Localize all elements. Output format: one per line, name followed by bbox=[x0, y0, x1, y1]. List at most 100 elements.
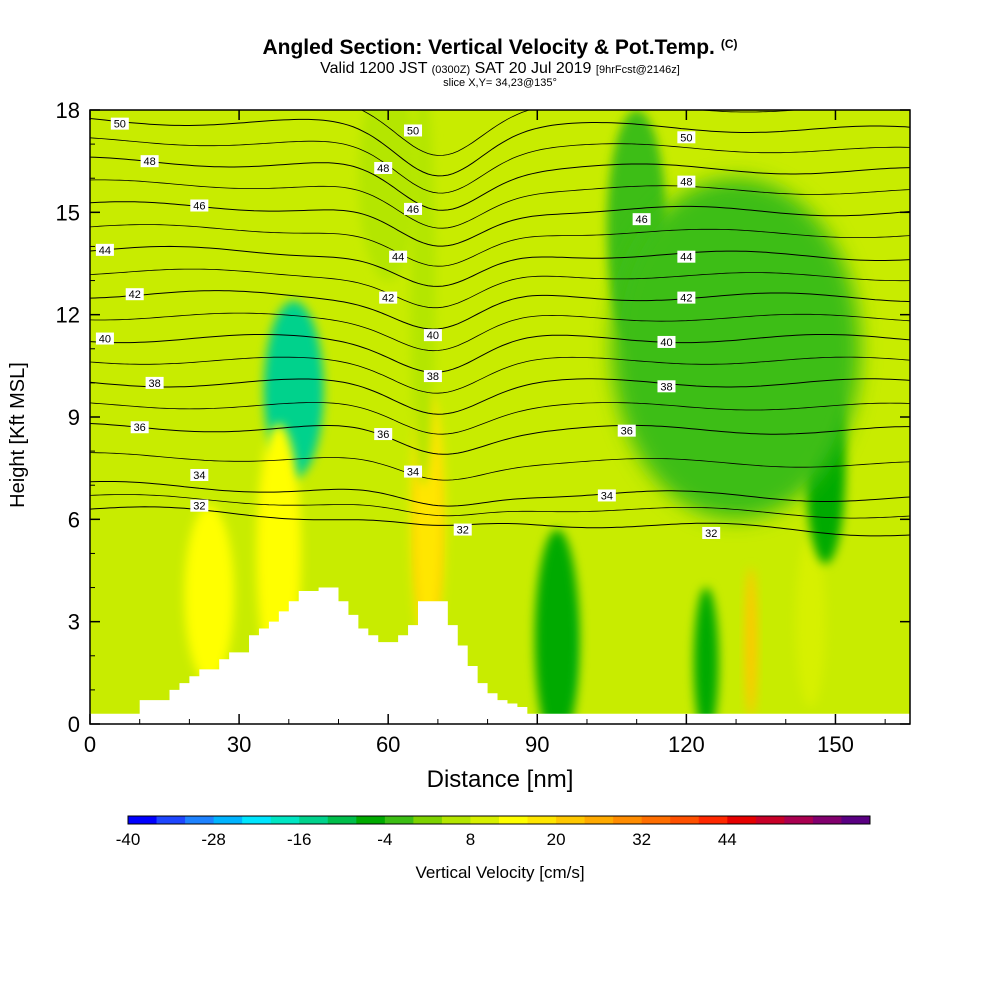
svg-text:34: 34 bbox=[193, 470, 205, 482]
x-tick-label: 120 bbox=[668, 732, 705, 757]
colorbar-swatch bbox=[384, 816, 414, 824]
colorbar-swatch bbox=[185, 816, 215, 824]
colorbar-swatch bbox=[812, 816, 842, 824]
colorbar-swatch bbox=[441, 816, 471, 824]
svg-text:34: 34 bbox=[601, 490, 613, 502]
isentropes bbox=[90, 110, 910, 537]
y-tick-label: 9 bbox=[68, 405, 80, 430]
x-tick-label: 30 bbox=[227, 732, 251, 757]
isentrope-label: 34 bbox=[597, 489, 616, 502]
isentrope-label: 40 bbox=[423, 329, 442, 342]
svg-text:40: 40 bbox=[427, 330, 439, 342]
svg-text:44: 44 bbox=[680, 252, 692, 264]
colorbar-swatch bbox=[613, 816, 643, 824]
isentrope-label: 50 bbox=[404, 124, 423, 137]
velocity-feature bbox=[795, 536, 826, 707]
isentrope-label: 36 bbox=[617, 424, 636, 438]
velocity-feature bbox=[611, 178, 861, 520]
isentrope-line bbox=[90, 494, 910, 519]
x-tick-label: 150 bbox=[817, 732, 854, 757]
colorbar-swatch bbox=[499, 816, 529, 824]
svg-text:44: 44 bbox=[392, 252, 404, 264]
velocity-feature bbox=[534, 529, 580, 724]
isentrope-label: 32 bbox=[190, 499, 209, 513]
svg-text:32: 32 bbox=[457, 525, 469, 537]
svg-text:40: 40 bbox=[660, 337, 672, 349]
isentrope-line bbox=[90, 137, 910, 194]
colorbar-swatch bbox=[784, 816, 814, 824]
isentrope-label: 48 bbox=[677, 175, 696, 189]
isentrope-line bbox=[90, 201, 910, 247]
svg-text:36: 36 bbox=[377, 429, 389, 441]
colorbar-tick-label: -4 bbox=[377, 830, 392, 849]
isentrope-line bbox=[90, 179, 910, 229]
colorbar-swatch bbox=[641, 816, 671, 824]
y-tick-label: 15 bbox=[56, 200, 80, 225]
colorbar-swatch bbox=[670, 816, 700, 824]
colorbar-tick-label: 8 bbox=[466, 830, 475, 849]
chart-title: Angled Section: Vertical Velocity & Pot.… bbox=[262, 36, 738, 59]
colorbar-swatch bbox=[527, 816, 557, 824]
svg-text:38: 38 bbox=[427, 371, 439, 383]
colorbar-swatch bbox=[156, 816, 186, 824]
colorbar-swatch bbox=[841, 816, 871, 824]
isentrope-label: 46 bbox=[404, 202, 423, 216]
velocity-feature bbox=[358, 110, 418, 281]
y-tick-label: 6 bbox=[68, 507, 80, 532]
terrain bbox=[90, 587, 910, 724]
colorbar-tick-label: 44 bbox=[718, 830, 737, 849]
colorbar-swatch bbox=[242, 816, 272, 824]
isentrope-label: 44 bbox=[677, 250, 696, 264]
colorbar-swatch bbox=[128, 816, 158, 824]
isentrope-label: 32 bbox=[702, 526, 721, 540]
colorbar-tick-label: -40 bbox=[116, 830, 141, 849]
velocity-feature bbox=[693, 587, 719, 724]
isentrope-label: 40 bbox=[657, 335, 676, 349]
colorbar-swatch bbox=[413, 816, 443, 824]
isentrope-label: 38 bbox=[423, 370, 442, 383]
isentrope-line bbox=[90, 156, 910, 211]
svg-text:42: 42 bbox=[382, 293, 394, 305]
isentrope-line bbox=[90, 334, 910, 373]
y-axis-label: Height [Kft MSL] bbox=[7, 362, 29, 508]
isentrope-line bbox=[90, 224, 910, 267]
colorbar-tick-label: 20 bbox=[547, 830, 566, 849]
colorbar-swatch bbox=[584, 816, 614, 824]
colorbar-swatch bbox=[213, 816, 243, 824]
copyright-mark: (C) bbox=[720, 37, 738, 51]
isentrope-line bbox=[90, 312, 910, 352]
colorbar: -40 -28 -16 -4 8 20 32 44 bbox=[116, 815, 871, 849]
colorbar-swatch bbox=[698, 816, 728, 824]
isentrope-label: 34 bbox=[404, 465, 423, 479]
colorbar-swatch bbox=[727, 816, 757, 824]
valid-utc: (0300Z) bbox=[431, 64, 471, 76]
isentrope-line bbox=[360, 110, 801, 156]
velocity-feature bbox=[745, 567, 757, 718]
colorbar-tick-label: 32 bbox=[632, 830, 651, 849]
y-tick-label: 0 bbox=[68, 712, 80, 737]
isentrope-label: 46 bbox=[632, 213, 651, 226]
colorbar-swatch bbox=[356, 816, 386, 824]
svg-text:34: 34 bbox=[407, 467, 419, 479]
svg-text:38: 38 bbox=[660, 381, 672, 393]
isentrope-label: 42 bbox=[379, 291, 398, 305]
isentrope-label: 48 bbox=[374, 161, 393, 175]
isentrope-label: 44 bbox=[389, 250, 408, 264]
svg-text:42: 42 bbox=[680, 293, 692, 305]
valid-time: Valid 1200 JST (0300Z) SAT 20 Jul 2019 [… bbox=[320, 60, 680, 77]
colorbar-frame bbox=[127, 815, 871, 825]
isentrope-label: 36 bbox=[374, 428, 393, 441]
svg-text:32: 32 bbox=[705, 528, 717, 540]
isentrope-line bbox=[90, 245, 910, 287]
svg-text:48: 48 bbox=[144, 156, 156, 168]
isentrope-line bbox=[90, 356, 910, 394]
isentrope-label: 36 bbox=[130, 421, 149, 434]
isentrope-line bbox=[90, 118, 910, 177]
x-tick-label: 60 bbox=[376, 732, 400, 757]
isentrope-line bbox=[90, 268, 910, 309]
isentrope-label: 42 bbox=[677, 291, 696, 305]
colorbar-swatch bbox=[299, 816, 329, 824]
colorbar-swatch bbox=[327, 816, 357, 824]
svg-text:50: 50 bbox=[114, 119, 126, 131]
